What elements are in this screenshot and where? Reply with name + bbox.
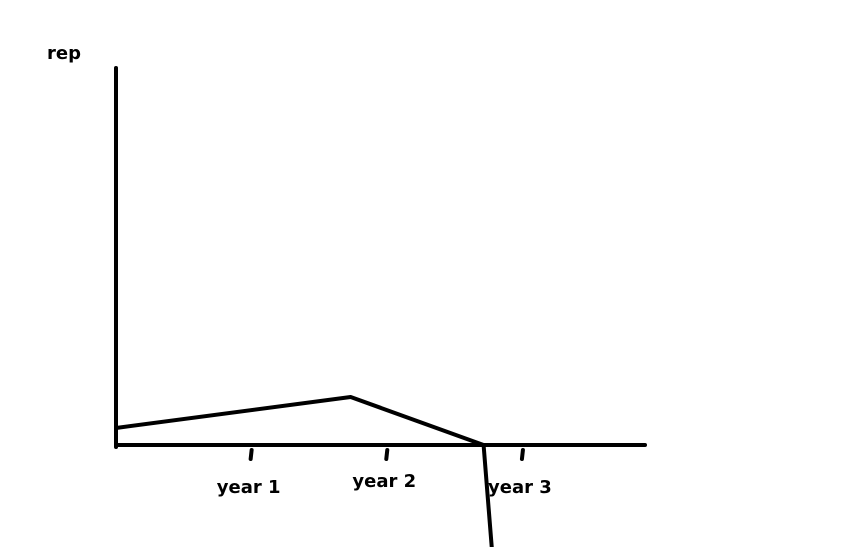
x-tick-label: year 3 [488, 477, 552, 498]
x-tick [248, 448, 254, 461]
y-axis-label: rep [47, 43, 81, 64]
x-tick [519, 448, 525, 461]
series-line [114, 394, 494, 547]
x-tick-label: year 1 [217, 477, 281, 498]
x-tick [384, 448, 390, 461]
x-tick-label: year 2 [352, 471, 416, 492]
